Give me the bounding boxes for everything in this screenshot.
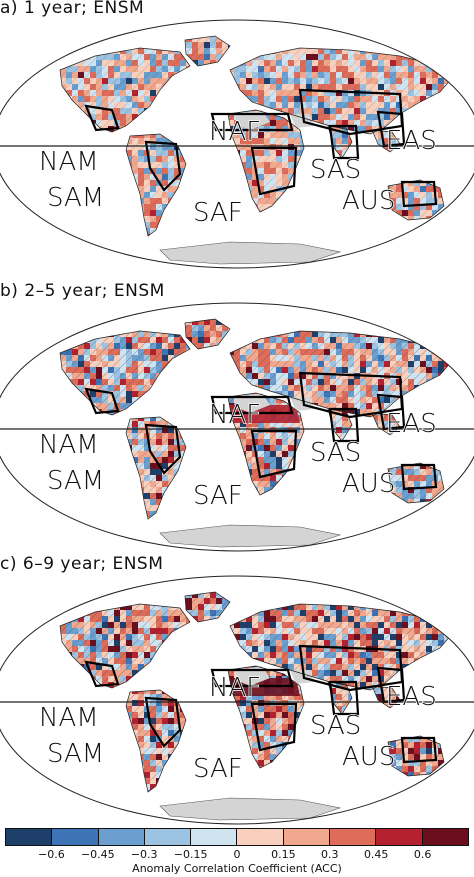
region-label-saf: SAF [193, 754, 243, 784]
panel-title: a) 1 year; ENSM [0, 0, 145, 18]
region-label-eas: EAS [386, 126, 437, 156]
region-label-saf: SAF [193, 481, 243, 511]
colorbar-swatch [422, 829, 468, 845]
panel-b: b) 2–5 year; ENSM NAF EAS NAM SAS SAM AUS SAF [0, 281, 474, 553]
colorbar-swatch [330, 829, 377, 845]
region-label-sas: SAS [310, 438, 361, 468]
region-label-aus: AUS [342, 469, 395, 499]
colorbar-swatch [98, 829, 145, 845]
colorbar-tick: 0 [233, 848, 241, 861]
region-label-nam: NAM [39, 703, 99, 733]
region-label-naf: NAF [209, 673, 261, 703]
region-label-sam: SAM [47, 466, 104, 496]
region-label-aus: AUS [342, 186, 395, 216]
colorbar-swatch [144, 829, 192, 845]
colorbar-swatch [376, 829, 423, 845]
panel-c: c) 6–9 year; ENSM NAF EAS NAM SAS SAM AUS SAF [0, 554, 474, 826]
colorbar-tick: −0.6 [38, 848, 65, 861]
colorbar-tick: −0.3 [130, 848, 158, 861]
colorbar-swatch [52, 829, 99, 845]
colorbar-tick: −0.45 [80, 848, 115, 861]
world-map: NAF EAS NAM SAS SAM AUS SAF [0, 302, 474, 552]
region-label-nam: NAM [39, 147, 99, 177]
world-map: NAF EAS NAM SAS SAM AUS SAF [0, 19, 474, 269]
colorbar-tick: 0.6 [413, 848, 432, 861]
region-label-naf: NAF [209, 117, 261, 147]
region-label-saf: SAF [193, 198, 243, 228]
panel-title: c) 6–9 year; ENSM [0, 554, 164, 574]
world-map: NAF EAS NAM SAS SAM AUS SAF [0, 575, 474, 825]
colorbar-title: Anomaly Correlation Coefficient (ACC) [132, 862, 342, 875]
region-label-naf: NAF [209, 400, 261, 430]
region-label-sas: SAS [310, 711, 361, 741]
colorbar-tick: 0.3 [321, 848, 339, 861]
region-label-eas: EAS [386, 409, 437, 439]
colorbar-swatch [283, 829, 331, 845]
colorbar-tick: −0.15 [173, 848, 208, 861]
colorbar-tick: 0.15 [271, 848, 296, 861]
colorbar-swatch [191, 829, 238, 845]
panel-title: b) 2–5 year; ENSM [0, 281, 165, 301]
panel-a: a) 1 year; ENSM NAF EAS NAM SAS SAM AUS SAF [0, 0, 474, 270]
region-label-sam: SAM [47, 183, 104, 213]
colorbar [5, 828, 469, 846]
region-label-eas: EAS [386, 682, 437, 712]
colorbar-swatch [6, 829, 53, 845]
region-label-aus: AUS [342, 742, 395, 772]
region-label-sas: SAS [310, 155, 361, 185]
region-label-sam: SAM [47, 739, 104, 769]
colorbar-tick: 0.45 [363, 848, 389, 861]
region-label-nam: NAM [39, 430, 99, 460]
colorbar-ticks: −0.6 −0.45 −0.3 −0.15 0 0.15 0.3 0.45 0.6 [5, 848, 469, 862]
colorbar-swatch [237, 829, 284, 845]
